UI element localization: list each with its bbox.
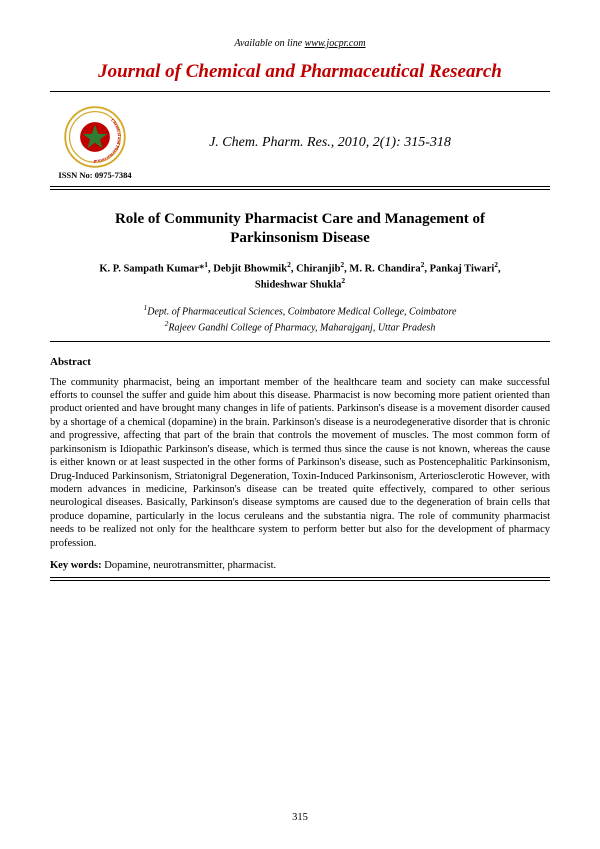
available-online-line: Available on line www.jocpr.com [50,38,550,49]
journal-url-link[interactable]: www.jocpr.com [305,38,366,49]
affiliations: 1Dept. of Pharmaceutical Sciences, Coimb… [70,303,530,335]
divider [50,580,550,581]
citation-line: J. Chem. Pharm. Res., 2010, 2(1): 315-31… [140,135,550,151]
keywords-line: Key words: Dopamine, neurotransmitter, p… [50,560,550,571]
journal-logo-icon: Chemical and Pharmaceutical [64,106,126,168]
abstract-body: The community pharmacist, being an impor… [50,376,550,551]
issn-number: ISSN No: 0975-7384 [58,170,131,180]
journal-title: Journal of Chemical and Pharmaceutical R… [50,61,550,83]
affiliation-2: Rajeev Gandhi College of Pharmacy, Mahar… [168,322,435,333]
divider [50,341,550,342]
article-title: Role of Community Pharmacist Care and Ma… [80,210,520,248]
logo-column: Chemical and Pharmaceutical ISSN No: 097… [50,106,140,180]
page-number: 315 [0,812,600,823]
available-prefix: Available on line [234,38,304,49]
author-list: K. P. Sampath Kumar*1, Debjit Bhowmik2, … [70,260,530,293]
affiliation-1: Dept. of Pharmaceutical Sciences, Coimba… [147,306,456,317]
keywords-label: Key words: [50,560,102,571]
divider [50,189,550,190]
abstract-heading: Abstract [50,356,550,368]
keywords-value: Dopamine, neurotransmitter, pharmacist. [102,560,277,571]
header-row: Chemical and Pharmaceutical ISSN No: 097… [50,92,550,186]
